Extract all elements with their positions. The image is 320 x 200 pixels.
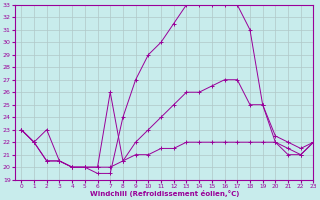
- X-axis label: Windchill (Refroidissement éolien,°C): Windchill (Refroidissement éolien,°C): [90, 190, 239, 197]
